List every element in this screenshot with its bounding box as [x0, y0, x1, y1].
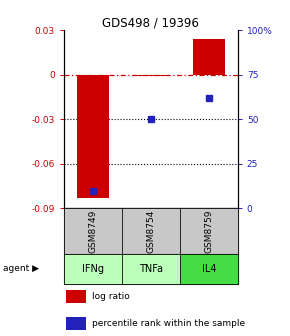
Text: TNFa: TNFa	[139, 264, 163, 274]
Text: agent ▶: agent ▶	[3, 264, 39, 273]
Text: log ratio: log ratio	[92, 292, 129, 301]
Text: GSM8749: GSM8749	[88, 209, 97, 253]
Bar	[66, 317, 86, 330]
Text: IL4: IL4	[202, 264, 216, 274]
Bar	[135, 75, 167, 76]
Bar	[180, 208, 238, 254]
Bar	[66, 290, 86, 303]
Bar	[64, 254, 122, 284]
Text: percentile rank within the sample: percentile rank within the sample	[92, 319, 245, 328]
Text: GSM8754: GSM8754	[146, 209, 155, 253]
Title: GDS498 / 19396: GDS498 / 19396	[102, 16, 199, 29]
Bar	[77, 75, 109, 198]
Bar	[193, 39, 225, 75]
Text: GSM8759: GSM8759	[204, 209, 213, 253]
Bar	[180, 254, 238, 284]
Bar	[122, 208, 180, 254]
Bar	[64, 208, 122, 254]
Bar	[122, 254, 180, 284]
Text: IFNg: IFNg	[82, 264, 104, 274]
